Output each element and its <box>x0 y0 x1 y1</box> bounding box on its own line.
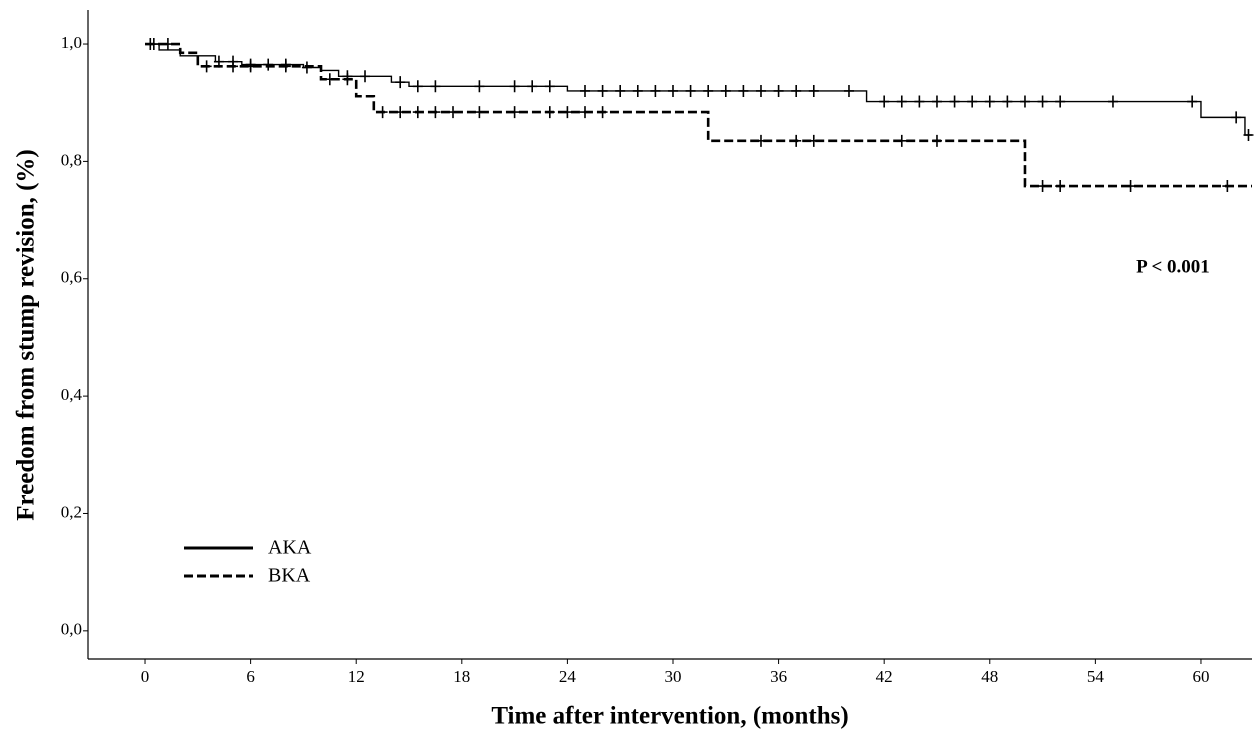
censor-mark <box>808 84 819 97</box>
censor-mark <box>280 60 291 73</box>
censor-mark <box>667 84 678 97</box>
censor-mark <box>931 134 942 147</box>
legend-label: BKA <box>268 565 311 587</box>
x-tick-label: 6 <box>246 667 255 686</box>
censor-mark <box>201 60 212 73</box>
censor-mark <box>544 80 555 93</box>
censor-mark <box>509 80 520 93</box>
censor-mark <box>1055 180 1066 193</box>
y-tick-label: 1,0 <box>61 33 82 52</box>
survival-curve <box>145 42 1252 188</box>
censor-mark <box>738 84 749 97</box>
censor-mark <box>1243 128 1254 141</box>
censor-mark <box>1187 95 1198 108</box>
x-tick-label: 18 <box>453 667 470 686</box>
censor-mark <box>597 106 608 119</box>
censor-mark <box>650 84 661 97</box>
censor-mark <box>448 106 459 119</box>
censor-mark <box>685 84 696 97</box>
censor-mark <box>527 80 538 93</box>
censor-mark <box>791 84 802 97</box>
censor-mark <box>1019 95 1030 108</box>
censor-mark <box>263 58 274 71</box>
censor-mark <box>967 95 978 108</box>
censor-mark <box>632 84 643 97</box>
censor-mark <box>791 134 802 147</box>
y-tick-label: 0,6 <box>61 268 82 287</box>
censor-mark <box>808 134 819 147</box>
censor-mark <box>1107 95 1118 108</box>
x-tick-label: 42 <box>876 667 893 686</box>
censor-mark <box>474 106 485 119</box>
censor-mark <box>1037 180 1048 193</box>
censor-mark <box>1231 111 1242 124</box>
censor-mark <box>615 84 626 97</box>
censor-mark <box>931 95 942 108</box>
censor-mark <box>984 95 995 108</box>
censor-mark <box>755 84 766 97</box>
censor-mark <box>773 84 784 97</box>
censor-mark <box>720 84 731 97</box>
censor-mark <box>395 106 406 119</box>
p-value: P < 0.001 <box>1136 256 1210 277</box>
censor-mark <box>228 60 239 73</box>
y-tick-label: 0,8 <box>61 150 82 169</box>
censor-mark <box>949 95 960 108</box>
x-tick-label: 12 <box>348 667 365 686</box>
censor-mark <box>703 84 714 97</box>
censor-mark <box>1002 95 1013 108</box>
censor-mark <box>914 95 925 108</box>
censor-mark <box>430 106 441 119</box>
censor-mark <box>544 106 555 119</box>
legend-label: AKA <box>268 537 312 559</box>
y-tick-label: 0,4 <box>61 385 83 404</box>
censor-mark <box>562 106 573 119</box>
censor-mark <box>474 80 485 93</box>
y-tick-label: 0,0 <box>61 620 82 639</box>
censor-mark <box>324 73 335 86</box>
x-axis-title: Time after intervention, (months) <box>491 703 848 730</box>
censor-mark <box>579 106 590 119</box>
censor-mark <box>896 95 907 108</box>
censor-mark <box>597 84 608 97</box>
censor-mark <box>148 38 159 51</box>
censor-mark <box>395 76 406 89</box>
censor-mark <box>879 95 890 108</box>
censor-mark <box>896 134 907 147</box>
censor-mark <box>755 134 766 147</box>
y-axis-title: Freedom from stump revision, (%) <box>13 149 40 520</box>
censor-mark <box>342 73 353 86</box>
censor-mark <box>1055 95 1066 108</box>
x-tick-label: 60 <box>1192 667 1209 686</box>
censor-mark <box>245 60 256 73</box>
censor-mark <box>360 70 371 83</box>
x-tick-label: 48 <box>981 667 998 686</box>
censor-mark <box>430 80 441 93</box>
x-tick-label: 30 <box>664 667 681 686</box>
survival-curve <box>145 43 1252 136</box>
x-tick-label: 36 <box>770 667 787 686</box>
x-tick-label: 54 <box>1087 667 1105 686</box>
censor-mark <box>843 84 854 97</box>
x-tick-label: 24 <box>559 667 577 686</box>
censor-mark <box>412 106 423 119</box>
censor-mark <box>1222 180 1233 193</box>
x-tick-label: 0 <box>141 667 150 686</box>
censor-mark <box>162 38 173 51</box>
censor-mark <box>509 106 520 119</box>
censor-mark <box>377 106 388 119</box>
y-tick-label: 0,2 <box>61 502 82 521</box>
censor-mark <box>1125 180 1136 193</box>
censor-mark <box>579 84 590 97</box>
censor-mark <box>1037 95 1048 108</box>
censor-mark <box>412 80 423 93</box>
